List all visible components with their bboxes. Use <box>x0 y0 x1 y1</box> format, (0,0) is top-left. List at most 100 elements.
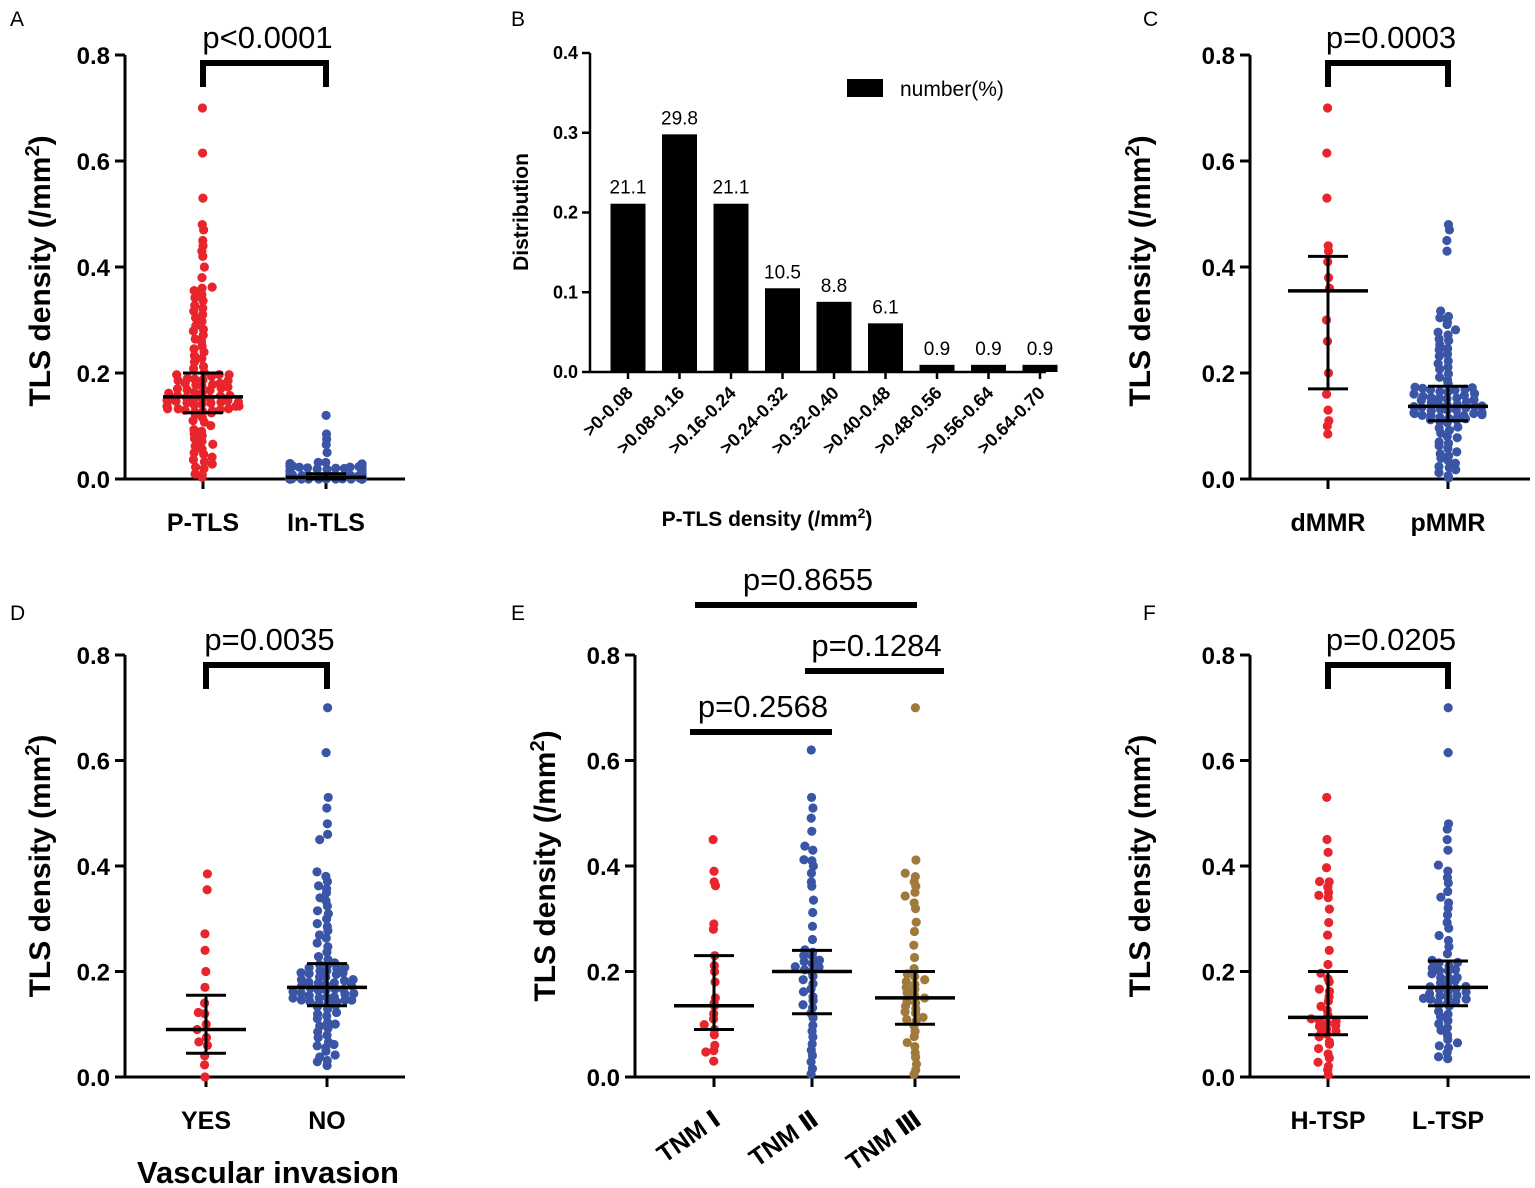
data-point <box>1443 330 1453 340</box>
bar <box>971 364 1006 372</box>
data-point <box>1443 886 1453 897</box>
data-point <box>1323 847 1333 857</box>
data-point <box>329 978 339 988</box>
bar <box>868 323 903 372</box>
data-point <box>197 444 207 454</box>
data-point <box>189 285 199 296</box>
panel-label: C <box>1143 8 1158 31</box>
data-point <box>1321 863 1332 873</box>
data-point <box>315 1052 325 1062</box>
data-point <box>322 819 333 829</box>
y-tick-label: 0.2 <box>77 361 110 388</box>
plot-area: 0.0 0.2 0.4 0.6 0.8 YES NO p=0.0035 <box>77 622 405 1135</box>
data-point <box>910 703 920 713</box>
data-point <box>1321 389 1332 399</box>
data-point <box>709 1056 719 1066</box>
data-point <box>312 867 322 877</box>
data-point <box>223 404 234 414</box>
data-point <box>1442 1023 1453 1033</box>
data-point <box>322 803 332 813</box>
data-point <box>807 856 817 866</box>
data-point <box>215 378 225 389</box>
data-point <box>1452 447 1462 457</box>
data-point <box>799 855 809 865</box>
bar-data-label: 0.9 <box>975 339 1001 360</box>
data-point <box>1322 103 1333 113</box>
x-axis-title: P-TLS density (/mm2) <box>662 505 873 531</box>
data-point <box>200 945 210 956</box>
data-point <box>190 374 200 384</box>
y-tick-label: 0.0 <box>553 362 578 382</box>
y-tick-label: 0.6 <box>77 749 110 776</box>
data-point <box>1434 437 1444 447</box>
data-point <box>323 792 333 803</box>
data-point <box>790 962 800 972</box>
data-point <box>902 1014 912 1025</box>
data-point <box>798 987 809 997</box>
y-axis-title: TLS density (mm2) <box>22 735 57 998</box>
data-point <box>709 919 719 929</box>
data-point <box>1443 866 1453 876</box>
data-point <box>1436 973 1446 983</box>
data-point <box>808 1020 818 1030</box>
data-point <box>1443 819 1454 829</box>
data-point <box>190 293 200 303</box>
data-point <box>1323 1049 1333 1059</box>
data-point <box>1434 930 1444 941</box>
data-point <box>1433 1052 1444 1062</box>
data-point <box>208 439 218 449</box>
data-point <box>189 344 199 354</box>
data-point <box>910 871 920 882</box>
bar-data-label: 0.9 <box>924 339 950 360</box>
data-point <box>189 448 199 458</box>
data-point <box>800 841 810 851</box>
data-point <box>197 148 208 158</box>
data-point <box>1444 425 1455 435</box>
p-value-label: p=0.0003 <box>1326 20 1456 55</box>
data-point <box>1443 356 1453 366</box>
data-point <box>1442 835 1452 845</box>
data-point <box>1442 949 1453 959</box>
data-point <box>1324 945 1334 955</box>
data-point <box>909 926 920 937</box>
data-point <box>1469 408 1479 419</box>
data-point <box>1324 917 1334 928</box>
panel-d: D 0.0 0.2 0.4 0.6 0.8 YES NO p=0.0035 TLS densi… <box>10 602 405 1188</box>
y-axis-title: Distribution <box>510 153 533 271</box>
data-point <box>198 309 208 320</box>
data-point <box>190 469 200 479</box>
data-point <box>197 220 207 230</box>
data-point <box>1322 792 1332 803</box>
data-point <box>807 934 818 945</box>
data-point <box>911 917 921 927</box>
data-point <box>1324 877 1334 887</box>
data-point <box>807 921 818 931</box>
data-point <box>202 885 212 895</box>
data-point <box>1433 1006 1444 1017</box>
data-point <box>1418 391 1428 401</box>
data-point <box>199 457 209 467</box>
data-point <box>1324 416 1334 426</box>
x-tick-label: TNM Ⅰ <box>652 1105 726 1168</box>
y-tick-label: 0.6 <box>1202 149 1235 176</box>
data-point <box>699 1020 709 1030</box>
panel-c: C 0.0 0.2 0.4 0.6 0.8 dMMR pMMR p=0.0003 TLS de… <box>1122 8 1530 537</box>
data-point <box>806 792 817 803</box>
data-point <box>1433 358 1443 369</box>
bar-data-label: 8.8 <box>821 276 847 297</box>
data-point <box>315 835 325 845</box>
x-tick-label: TNM Ⅲ <box>841 1105 926 1177</box>
data-point <box>1323 959 1333 970</box>
y-tick-label: 0.3 <box>553 123 578 143</box>
data-point <box>348 975 358 985</box>
x-tick-label: TNM Ⅱ <box>744 1105 824 1172</box>
data-point <box>207 282 217 292</box>
data-point <box>902 1037 912 1048</box>
data-point <box>1450 458 1460 468</box>
data-point <box>323 909 333 919</box>
data-point <box>900 868 910 878</box>
panel-f: F 0.0 0.2 0.4 0.6 0.8 H-TSP L-TSP p=0.0205 TLS … <box>1122 602 1530 1135</box>
x-tick-label: L-TSP <box>1412 1107 1484 1135</box>
data-point <box>808 845 818 855</box>
data-point <box>313 952 324 962</box>
